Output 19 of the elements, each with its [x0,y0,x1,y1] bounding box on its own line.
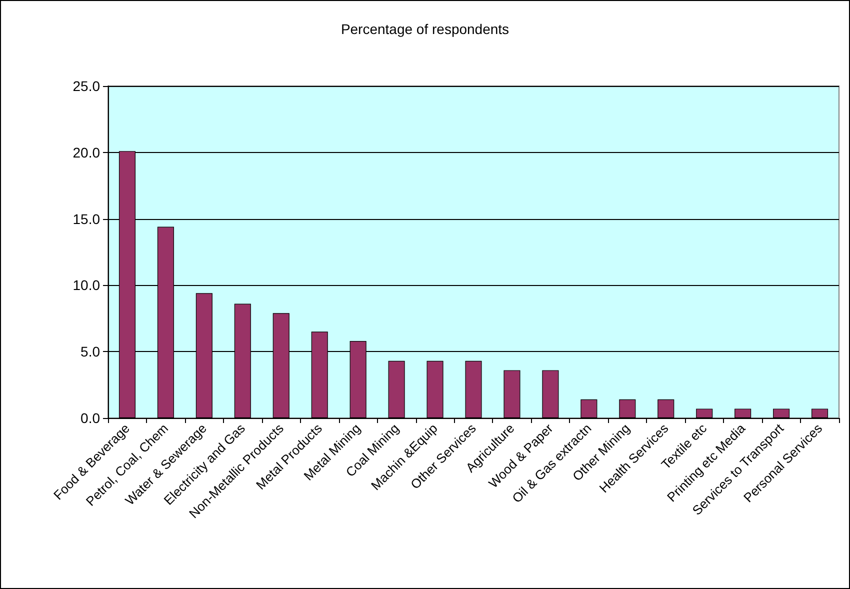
y-tick-label: 10.0 [72,277,100,294]
chart-title: Percentage of respondents [340,21,510,37]
bar [426,360,444,418]
bar [504,370,520,418]
bar [696,408,713,418]
bar [773,408,790,418]
y-tick-label: 20.0 [72,144,100,160]
bar [734,408,752,418]
bar [542,370,559,418]
y-tick-label: 5.0 [80,344,100,360]
bar [658,399,674,418]
bar [619,399,636,418]
y-tick-label: 15.0 [72,210,100,227]
y-tick-label: 25.0 [72,78,100,94]
bar [388,360,405,418]
bar [465,360,482,418]
bar [580,399,598,418]
bar [811,408,828,418]
y-tick-label: 0.0 [80,410,100,426]
